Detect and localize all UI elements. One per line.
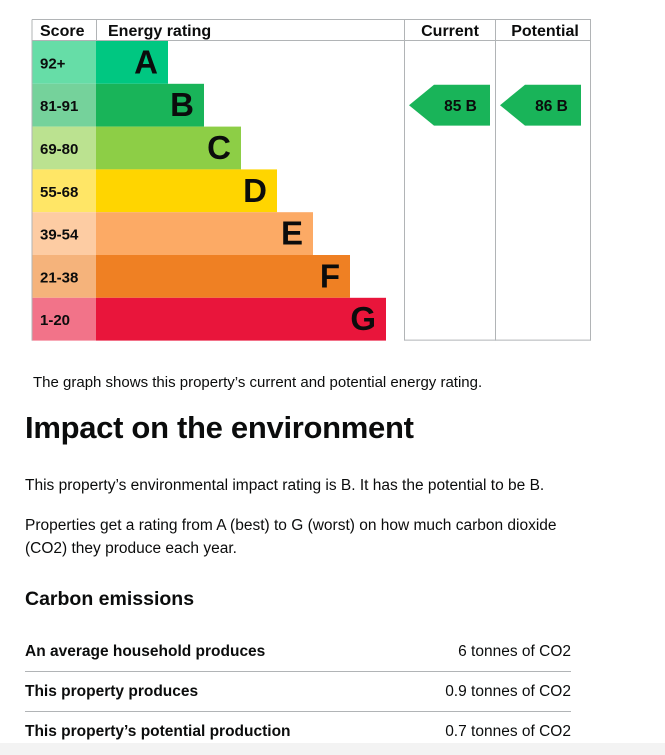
band-score-label: 55-68 <box>40 184 78 201</box>
band-letter: F <box>320 257 340 294</box>
current-rating-arrow: 85 B <box>409 84 490 126</box>
emissions-value: 0.7 tonnes of CO2 <box>445 723 571 740</box>
emissions-value: 6 tonnes of CO2 <box>458 642 571 660</box>
band-score-cell <box>32 126 96 170</box>
band-letter: G <box>350 300 376 337</box>
rating-bands: 92+ A 81-91 B 69-80 C 55-68 D 39-54 E 21-38 F 1-20 G <box>32 41 386 341</box>
band-score-label: 21-38 <box>40 269 78 286</box>
band-a: 92+ A <box>32 41 168 84</box>
rating-arrow-shape <box>500 84 581 126</box>
band-bar <box>96 83 204 127</box>
rating-arrow-label: 85 B <box>444 98 477 115</box>
emissions-label: An average household produces <box>25 642 266 660</box>
band-score-cell <box>32 41 96 84</box>
energy-rating-graph: Score Energy rating Current Potential 92… <box>31 19 591 341</box>
potential-rating-arrow: 86 B <box>500 84 581 126</box>
band-bar <box>96 169 277 213</box>
emissions-row-potential: This property’s potential production 0.7… <box>25 712 571 752</box>
band-score-cell <box>32 297 96 341</box>
band-c: 69-80 C <box>32 126 241 170</box>
band-b: 81-91 B <box>32 83 204 127</box>
band-e: 39-54 E <box>32 212 313 255</box>
band-letter: A <box>134 43 158 80</box>
band-letter: D <box>243 172 267 209</box>
emissions-row-average: An average household produces 6 tonnes o… <box>25 632 571 672</box>
band-score-label: 81-91 <box>40 98 78 115</box>
header-current: Current <box>421 23 479 40</box>
band-letter: E <box>281 215 303 252</box>
header-energy-rating: Energy rating <box>108 23 211 40</box>
page-bottom-edge <box>0 743 665 755</box>
rating-arrow-label: 86 B <box>535 98 568 115</box>
emissions-label: This property produces <box>25 682 199 700</box>
band-score-label: 1-20 <box>40 312 70 329</box>
graph-grid <box>31 19 591 341</box>
band-bar <box>96 297 386 341</box>
band-bar <box>96 41 168 84</box>
rating-arrow-shape <box>409 84 490 126</box>
band-score-cell <box>32 212 96 255</box>
band-score-label: 69-80 <box>40 141 78 158</box>
rating-explanation-text: Properties get a rating from A (best) to… <box>25 517 557 557</box>
emissions-row-property: This property produces 0.9 tonnes of CO2 <box>25 672 571 712</box>
band-bar <box>96 126 241 170</box>
graph-caption: The graph shows this property’s current … <box>33 374 483 391</box>
band-f: 21-38 F <box>32 255 350 298</box>
impact-rating-text: This property’s environmental impact rat… <box>25 477 545 494</box>
band-score-cell <box>32 169 96 213</box>
band-bar <box>96 255 350 298</box>
band-letter: C <box>207 129 231 166</box>
band-g: 1-20 G <box>32 297 386 341</box>
emissions-label: This property’s potential production <box>25 723 291 740</box>
carbon-emissions-heading: Carbon emissions <box>25 588 195 610</box>
header-score: Score <box>40 23 85 40</box>
band-letter: B <box>170 86 194 123</box>
emissions-value: 0.9 tonnes of CO2 <box>445 682 571 700</box>
rating-arrows: 85 B 86 B <box>409 84 581 126</box>
band-score-cell <box>32 255 96 298</box>
carbon-emissions-list: An average household produces 6 tonnes o… <box>25 632 571 752</box>
page-title: Impact on the environment <box>25 410 414 445</box>
band-bar <box>96 212 313 255</box>
band-d: 55-68 D <box>32 169 277 213</box>
band-score-label: 92+ <box>40 55 66 72</box>
band-score-label: 39-54 <box>40 227 79 244</box>
header-potential: Potential <box>511 23 579 40</box>
band-score-cell <box>32 83 96 127</box>
